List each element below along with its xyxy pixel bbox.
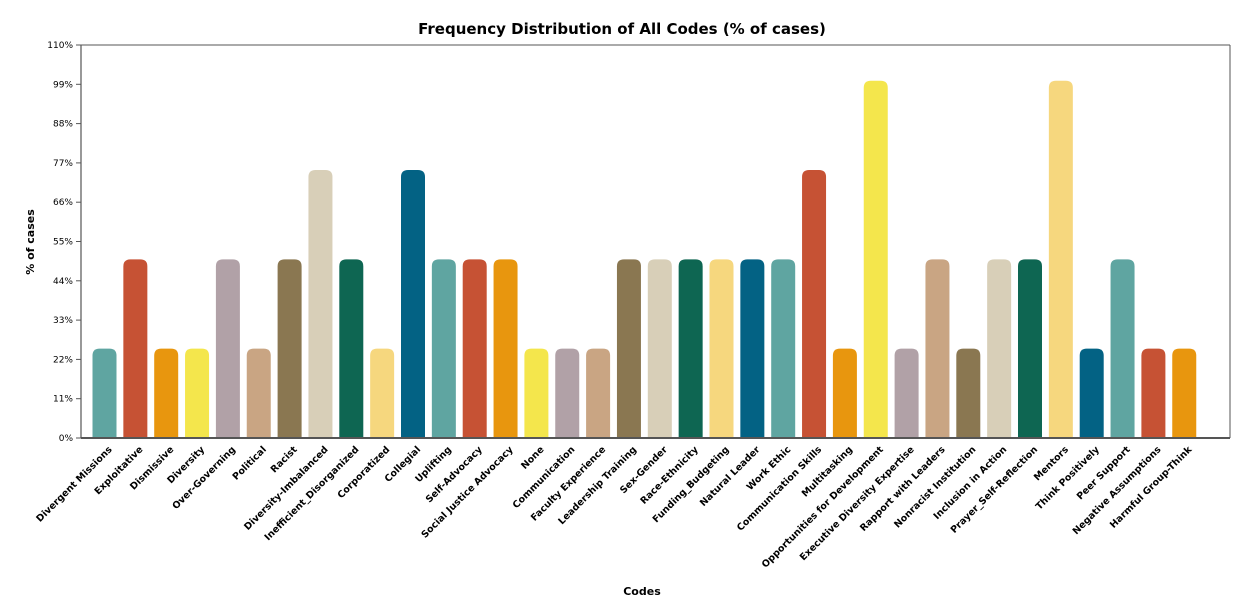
bar [246,348,271,438]
bar [524,348,549,438]
bar [123,259,148,438]
bar [1110,259,1135,438]
bar [370,348,395,438]
bar [802,170,827,438]
bar [616,259,641,438]
y-axis: 0% 11% 22% 33% 44% 55% 66% 77% 88% 99% 110% [47,41,81,444]
y-tick-label: 55% [53,238,73,248]
bar [401,170,425,438]
bar [215,259,240,438]
bar [925,259,950,438]
x-tick-label: Peer Support [1075,444,1133,502]
x-axis: Divergent MissionsExploitativeDismissive… [34,444,1195,571]
bar [740,259,765,438]
y-tick-label: 11% [53,395,73,405]
bar [771,259,796,438]
x-tick-label: Self-Advocacy [424,444,486,506]
bar [647,259,672,438]
bar [555,348,580,438]
y-tick-label: 77% [53,159,73,169]
chart-title: Frequency Distribution of All Codes (% o… [418,20,826,38]
bar [1048,80,1073,439]
bar [1018,259,1042,438]
bar [987,259,1012,438]
bar [92,348,117,438]
y-tick-label: 88% [53,120,73,130]
bar [894,348,919,438]
bar [185,348,210,438]
bar [339,259,364,438]
y-axis-label: % of cases [24,209,37,275]
x-tick-label: None [519,444,546,471]
y-tick-label: 0% [59,434,74,444]
bar [1172,348,1197,438]
bar [154,348,179,438]
bar [308,170,333,438]
bar [277,259,302,438]
x-tick-label: Political [231,444,269,482]
bar [462,259,487,438]
y-tick-label: 22% [53,355,73,365]
x-tick-label: Executive Diversity Expertise [798,444,917,563]
y-tick-label: 33% [53,316,73,326]
bar [709,259,734,438]
y-tick-label: 110% [47,41,73,51]
bar [956,348,981,438]
bar [1141,348,1166,438]
bar [431,259,456,438]
y-tick-label: 99% [53,80,73,90]
bar [678,259,703,438]
y-tick-label: 44% [53,277,73,287]
y-tick-label: 66% [53,198,73,208]
bar [1079,348,1104,438]
bar [832,348,857,438]
bar [863,80,888,439]
bars [92,80,1197,439]
x-axis-label: Codes [623,585,661,598]
bar [493,259,518,438]
bar [586,348,611,438]
